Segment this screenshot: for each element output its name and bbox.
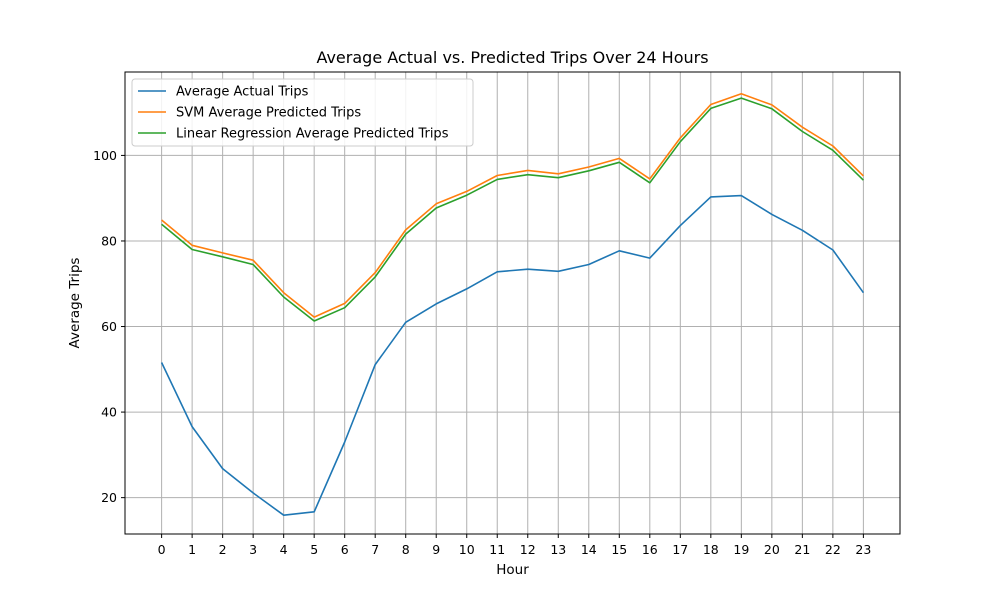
x-tick-label: 11 xyxy=(489,542,505,557)
y-tick-label: 60 xyxy=(101,319,117,334)
x-tick-label: 6 xyxy=(341,542,349,557)
x-tick-label: 12 xyxy=(520,542,536,557)
legend-box xyxy=(131,78,474,147)
y-axis-ticks: 20 40 60 80 100 xyxy=(93,148,125,505)
x-tick-label: 7 xyxy=(371,542,379,557)
y-tick-label: 40 xyxy=(101,405,117,420)
chart-title: Average Actual vs. Predicted Trips Over … xyxy=(316,48,708,67)
series-line-1 xyxy=(161,93,864,318)
plot-frame xyxy=(124,71,901,535)
series-line-0 xyxy=(160,194,865,517)
y-tick-label: 100 xyxy=(93,148,117,163)
x-axis-ticks: 0 1 2 3 4 5 6 7 8 9 10 11 12 13 14 15 16 17 18 19 20 21 22 23 xyxy=(158,534,871,557)
y-axis-label: Average Trips xyxy=(67,258,83,349)
y-tick-label: 20 xyxy=(101,490,117,505)
x-tick-label: 0 xyxy=(158,542,166,557)
legend-label-2: Linear Regression Average Predicted Trip… xyxy=(176,127,449,142)
x-tick-label: 21 xyxy=(794,542,810,557)
x-tick-label: 20 xyxy=(764,542,780,557)
x-tick-label: 14 xyxy=(581,542,597,557)
x-tick-label: 13 xyxy=(550,542,566,557)
x-tick-label: 2 xyxy=(219,542,227,557)
x-tick-label: 8 xyxy=(402,542,410,557)
x-tick-label: 5 xyxy=(310,542,318,557)
x-tick-label: 15 xyxy=(611,542,627,557)
x-tick-label: 1 xyxy=(188,542,196,557)
x-tick-label: 9 xyxy=(432,542,440,557)
legend-label-1: SVM Average Predicted Trips xyxy=(176,106,361,121)
x-tick-label: 22 xyxy=(825,542,841,557)
x-tick-label: 4 xyxy=(280,542,288,557)
x-tick-label: 3 xyxy=(249,542,257,557)
legend: Average Actual Trips SVM Average Predicte… xyxy=(131,78,474,147)
series-line-2 xyxy=(161,97,864,322)
x-axis-label: Hour xyxy=(496,562,529,578)
x-tick-label: 23 xyxy=(855,542,871,557)
x-tick-label: 10 xyxy=(459,542,475,557)
series-lines xyxy=(160,93,865,517)
legend-label-0: Average Actual Trips xyxy=(176,85,309,100)
x-tick-label: 16 xyxy=(642,542,658,557)
x-tick-label: 19 xyxy=(733,542,749,557)
x-tick-label: 18 xyxy=(703,542,719,557)
x-tick-label: 17 xyxy=(672,542,688,557)
y-tick-label: 80 xyxy=(101,233,117,248)
